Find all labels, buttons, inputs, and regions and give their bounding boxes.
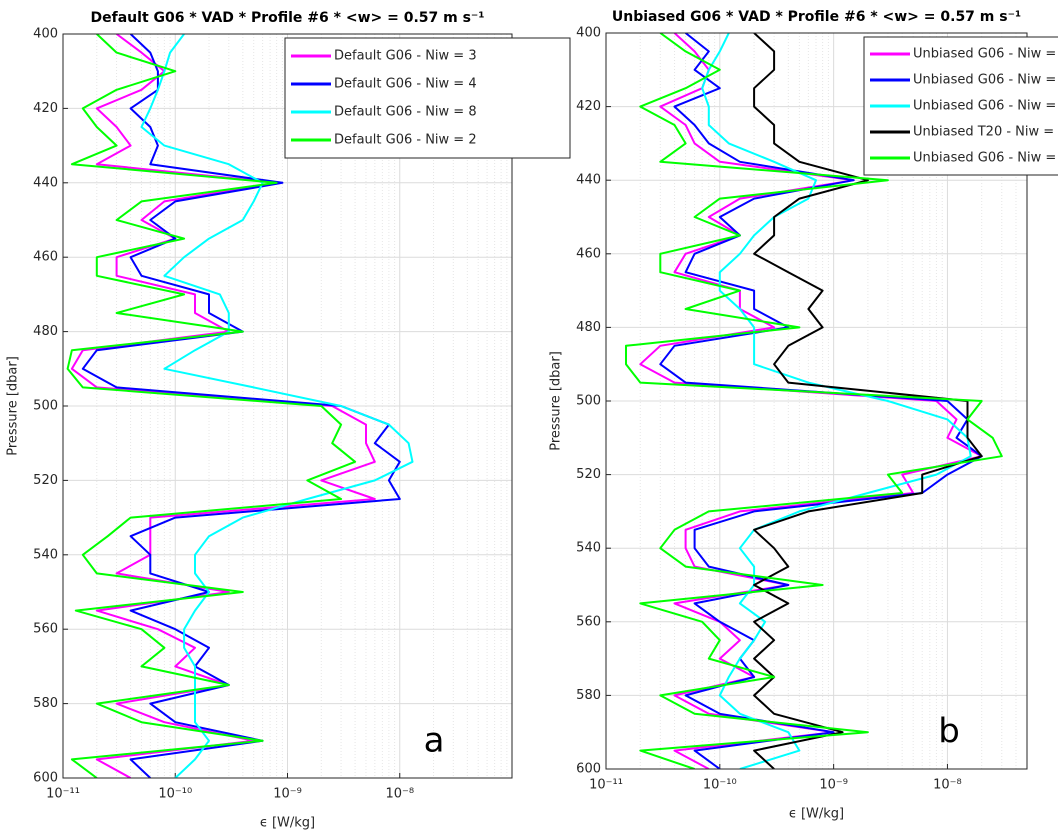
y-tick-label: 400 bbox=[576, 26, 601, 41]
x-tick-label: 10⁻¹⁰ bbox=[703, 778, 737, 793]
legend-label: Unbiased G06 - Niw = 3 bbox=[913, 47, 1058, 62]
x-axis-label: ϵ [W/kg] bbox=[260, 816, 315, 831]
legend-label: Default G06 - Niw = 8 bbox=[334, 105, 477, 120]
legend-label: Unbiased G06 - Niw = 4 bbox=[913, 73, 1058, 88]
y-tick-label: 440 bbox=[576, 173, 601, 188]
y-tick-label: 580 bbox=[576, 688, 601, 703]
y-tick-label: 480 bbox=[576, 320, 601, 335]
y-tick-label: 520 bbox=[33, 473, 58, 488]
y-tick-label: 420 bbox=[33, 101, 58, 116]
x-tick-label: 10⁻¹¹ bbox=[589, 778, 623, 793]
y-tick-label: 440 bbox=[33, 175, 58, 190]
series-group bbox=[66, 34, 414, 778]
series-line bbox=[625, 33, 1003, 769]
x-tick-label: 10⁻⁸ bbox=[385, 787, 414, 802]
chart-title: Unbiased G06 * VAD * Profile #6 * <w> = … bbox=[612, 9, 1021, 25]
x-tick-label: 10⁻¹⁰ bbox=[158, 787, 192, 802]
y-tick-label: 400 bbox=[33, 27, 58, 42]
y-tick-label: 580 bbox=[33, 696, 58, 711]
series-line bbox=[140, 34, 414, 778]
y-tick-label: 560 bbox=[33, 622, 58, 637]
y-tick-label: 500 bbox=[576, 394, 601, 409]
y-tick-label: 600 bbox=[33, 771, 58, 786]
legend-label: Unbiased G06 - Niw = 2 bbox=[913, 151, 1058, 166]
series-line bbox=[701, 33, 972, 769]
legend-label: Default G06 - Niw = 2 bbox=[334, 133, 477, 148]
panel-letter: a bbox=[424, 721, 445, 761]
legend-box bbox=[284, 37, 571, 159]
x-axis-label: ϵ [W/kg] bbox=[789, 807, 844, 822]
y-tick-label: 540 bbox=[33, 547, 58, 562]
x-tick-label: 10⁻⁹ bbox=[273, 787, 302, 802]
legend-label: Unbiased T20 - Niw = 4 bbox=[913, 125, 1058, 140]
series-line bbox=[66, 34, 357, 778]
panel-letter: b bbox=[938, 712, 960, 752]
y-tick-label: 560 bbox=[576, 614, 601, 629]
axes-frame bbox=[605, 32, 1028, 770]
y-tick-label: 500 bbox=[33, 399, 58, 414]
x-tick-label: 10⁻⁸ bbox=[933, 778, 962, 793]
y-axis-label: Pressure [dbar] bbox=[549, 351, 564, 451]
x-tick-label: 10⁻⁹ bbox=[819, 778, 848, 793]
y-tick-label: 460 bbox=[576, 246, 601, 261]
y-tick-label: 460 bbox=[33, 250, 58, 265]
legend-label: Unbiased G06 - Niw = 8 bbox=[913, 99, 1058, 114]
y-axis-label: Pressure [dbar] bbox=[6, 356, 21, 456]
chart-title: Default G06 * VAD * Profile #6 * <w> = 0… bbox=[91, 10, 485, 26]
y-tick-label: 540 bbox=[576, 541, 601, 556]
y-tick-label: 520 bbox=[576, 467, 601, 482]
legend-label: Default G06 - Niw = 4 bbox=[334, 77, 477, 92]
series-group bbox=[625, 33, 1003, 769]
legend-label: Default G06 - Niw = 3 bbox=[334, 49, 477, 64]
y-tick-label: 420 bbox=[576, 99, 601, 114]
x-tick-label: 10⁻¹¹ bbox=[46, 787, 80, 802]
y-tick-label: 600 bbox=[576, 762, 601, 777]
axes-frame bbox=[62, 33, 513, 779]
y-tick-label: 480 bbox=[33, 324, 58, 339]
